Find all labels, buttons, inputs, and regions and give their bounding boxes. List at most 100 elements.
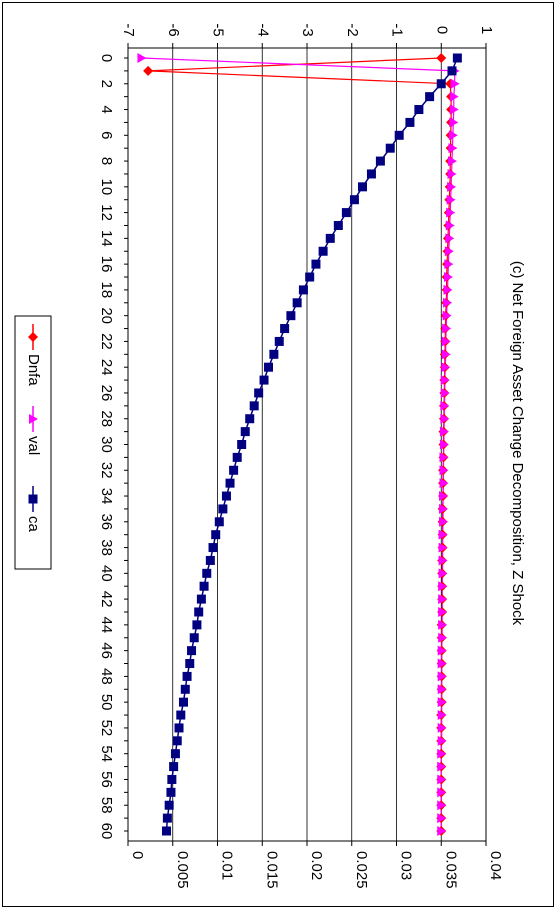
point-ca <box>341 208 351 218</box>
point-val <box>441 349 451 360</box>
point-val <box>440 400 450 411</box>
category-tick-label: 48 <box>98 668 115 685</box>
point-ca <box>176 710 186 720</box>
primary-tick-label: -5 <box>210 23 227 36</box>
point-ca <box>174 723 184 733</box>
point-ca <box>259 375 269 385</box>
category-tick-label: 58 <box>98 797 115 814</box>
point-val <box>437 697 447 708</box>
point-ca <box>286 311 296 321</box>
point-ca <box>325 233 335 243</box>
point-ca <box>298 285 308 295</box>
point-ca <box>240 427 250 437</box>
category-tick-label: 40 <box>98 565 115 582</box>
point-val <box>437 813 447 824</box>
category-tick-label: 60 <box>98 823 115 840</box>
point-ca <box>280 324 290 334</box>
category-tick-label: 42 <box>98 591 115 608</box>
point-val <box>444 259 454 270</box>
point-ca <box>194 607 204 617</box>
primary-tick-label: -4 <box>254 23 271 36</box>
point-ca <box>333 220 343 230</box>
category-tick-label: 36 <box>98 513 115 530</box>
point-val <box>439 516 449 527</box>
category-tick-label: 10 <box>98 178 115 195</box>
point-val <box>440 375 450 386</box>
secondary-tick-label: 0.015 <box>263 851 280 889</box>
category-tick-label: 20 <box>98 307 115 324</box>
point-ca <box>274 336 284 346</box>
secondary-tick-label: 0.02 <box>308 851 325 880</box>
category-tick-label: 56 <box>98 771 115 788</box>
point-val <box>449 117 459 128</box>
point-ca <box>414 105 424 115</box>
point-val <box>437 748 447 759</box>
point-val <box>438 568 448 579</box>
point-val <box>437 710 447 721</box>
point-ca <box>425 92 435 102</box>
point-ca <box>172 736 182 746</box>
primary-tick-label: 1 <box>478 26 495 34</box>
point-ca <box>452 53 462 63</box>
point-ca <box>318 246 328 256</box>
secondary-tick-label: 0 <box>129 851 146 859</box>
category-tick-label: 6 <box>98 131 115 139</box>
primary-tick-label: -7 <box>120 23 137 36</box>
category-tick-label: 54 <box>98 745 115 762</box>
point-val <box>439 503 449 514</box>
point-val <box>446 207 456 218</box>
point-val <box>443 272 453 283</box>
category-tick-label: 24 <box>98 359 115 376</box>
point-val <box>441 362 451 373</box>
point-ca <box>169 762 179 772</box>
point-ca <box>185 659 195 669</box>
point-val <box>438 529 448 540</box>
point-val <box>437 658 447 669</box>
point-ca <box>166 787 176 797</box>
category-tick-label: 52 <box>98 720 115 737</box>
point-val <box>437 735 447 746</box>
point-ca <box>375 156 385 166</box>
category-tick-label: 22 <box>98 333 115 350</box>
primary-tick-label: -6 <box>165 23 182 36</box>
point-val <box>443 284 453 295</box>
point-ca <box>292 298 302 308</box>
point-ca <box>394 130 404 140</box>
category-tick-label: 12 <box>98 204 115 221</box>
point-val <box>439 452 449 463</box>
gridlines <box>127 48 487 841</box>
point-val <box>445 220 455 231</box>
point-ca <box>205 555 215 565</box>
category-tick-label: 50 <box>98 694 115 711</box>
point-val <box>446 194 456 205</box>
point-ca <box>237 440 247 449</box>
point-val <box>447 156 457 167</box>
point-ca <box>218 504 228 514</box>
point-val <box>439 426 449 437</box>
point-ca <box>269 349 279 359</box>
secondary-tick-label: 0.03 <box>398 851 415 880</box>
point-ca <box>214 517 224 527</box>
point-ca <box>349 195 359 205</box>
secondary-tick-label: 0.025 <box>353 851 370 889</box>
point-val <box>439 478 449 489</box>
point-ca <box>264 362 274 372</box>
series-lines <box>141 57 459 832</box>
point-val <box>438 594 448 605</box>
point-ca <box>187 646 197 656</box>
category-tick-label: 30 <box>98 436 115 453</box>
legend: Dnfa val ca <box>14 315 52 570</box>
series-line-val <box>141 57 456 831</box>
chart-svg: (c) Net Foreign Asset Change Decompositi… <box>14 23 526 889</box>
category-tick-label: 46 <box>98 642 115 659</box>
point-val <box>438 555 448 566</box>
legend-box <box>14 315 52 570</box>
point-val <box>448 143 458 154</box>
point-val <box>438 632 448 643</box>
point-ca <box>305 272 315 282</box>
point-ca <box>311 259 321 269</box>
legend-label-Dnfa: Dnfa <box>25 354 42 386</box>
point-ca <box>249 401 259 411</box>
point-val <box>437 800 447 811</box>
category-tick-label: 44 <box>98 617 115 634</box>
